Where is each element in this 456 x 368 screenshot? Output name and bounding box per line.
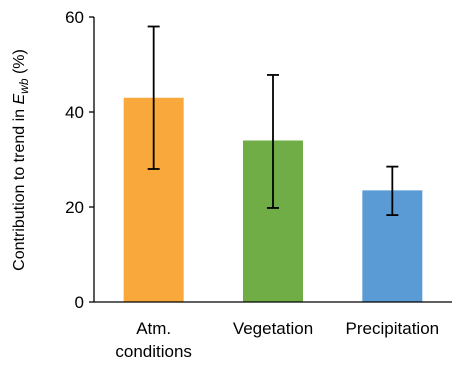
category-label-line: conditions [115,342,192,361]
y-tick-label: 20 [65,198,84,217]
y-axis-title-suffix: (%) [11,49,28,78]
category-label-1: Vegetation [233,319,313,338]
error-bars [147,25,399,216]
category-label-line: Atm. [136,319,171,338]
y-tick-label: 60 [65,8,84,27]
y-tick-label: 40 [65,103,84,122]
category-label-line: Precipitation [346,319,440,338]
axes [93,17,452,303]
error-bar-2 [386,165,399,216]
error-bar-1 [267,74,279,209]
category-label-0: Atm. conditions [115,319,192,361]
y-axis-title: Contribution to trend in Ewb (%) [11,49,31,271]
y-ticks: 0 20 40 60 [65,8,94,312]
error-bar-0 [147,25,160,170]
category-label-line: Vegetation [233,319,313,338]
category-labels: Atm. conditions Vegetation Precipitation [115,319,439,361]
y-axis-title-subscript: wb [17,78,31,94]
y-tick-label: 0 [75,293,84,312]
category-label-2: Precipitation [346,319,440,338]
y-axis-title-prefix: Contribution to trend in [11,105,28,271]
y-axis-title-symbol: E [11,94,28,105]
